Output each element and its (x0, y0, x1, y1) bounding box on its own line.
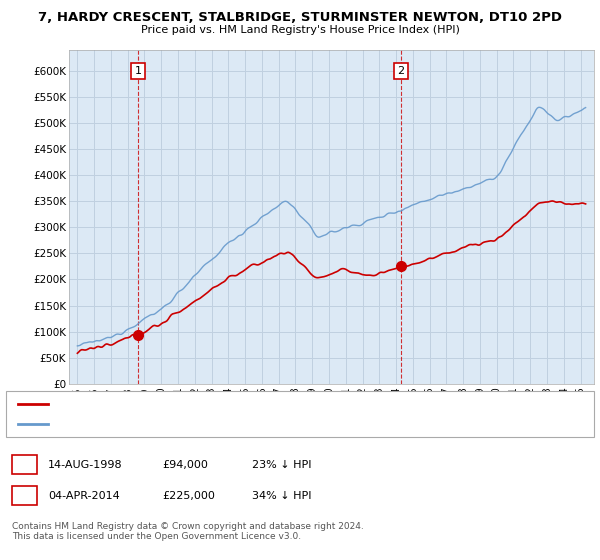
Text: 2: 2 (397, 66, 404, 76)
Text: 1: 1 (20, 458, 29, 472)
Text: Contains HM Land Registry data © Crown copyright and database right 2024.
This d: Contains HM Land Registry data © Crown c… (12, 522, 364, 542)
Text: Price paid vs. HM Land Registry's House Price Index (HPI): Price paid vs. HM Land Registry's House … (140, 25, 460, 35)
Text: 34% ↓ HPI: 34% ↓ HPI (252, 491, 311, 501)
Text: 1: 1 (134, 66, 142, 76)
Text: 7, HARDY CRESCENT, STALBRIDGE, STURMINSTER NEWTON, DT10 2PD: 7, HARDY CRESCENT, STALBRIDGE, STURMINST… (38, 11, 562, 24)
Text: 7, HARDY CRESCENT, STALBRIDGE, STURMINSTER NEWTON, DT10 2PD (detached house: 7, HARDY CRESCENT, STALBRIDGE, STURMINST… (54, 399, 512, 409)
Text: £225,000: £225,000 (162, 491, 215, 501)
Text: £94,000: £94,000 (162, 460, 208, 470)
Text: 14-AUG-1998: 14-AUG-1998 (48, 460, 122, 470)
Text: 04-APR-2014: 04-APR-2014 (48, 491, 120, 501)
Text: 2: 2 (20, 489, 29, 502)
Text: HPI: Average price, detached house, Dorset: HPI: Average price, detached house, Dors… (54, 419, 281, 429)
Text: 23% ↓ HPI: 23% ↓ HPI (252, 460, 311, 470)
